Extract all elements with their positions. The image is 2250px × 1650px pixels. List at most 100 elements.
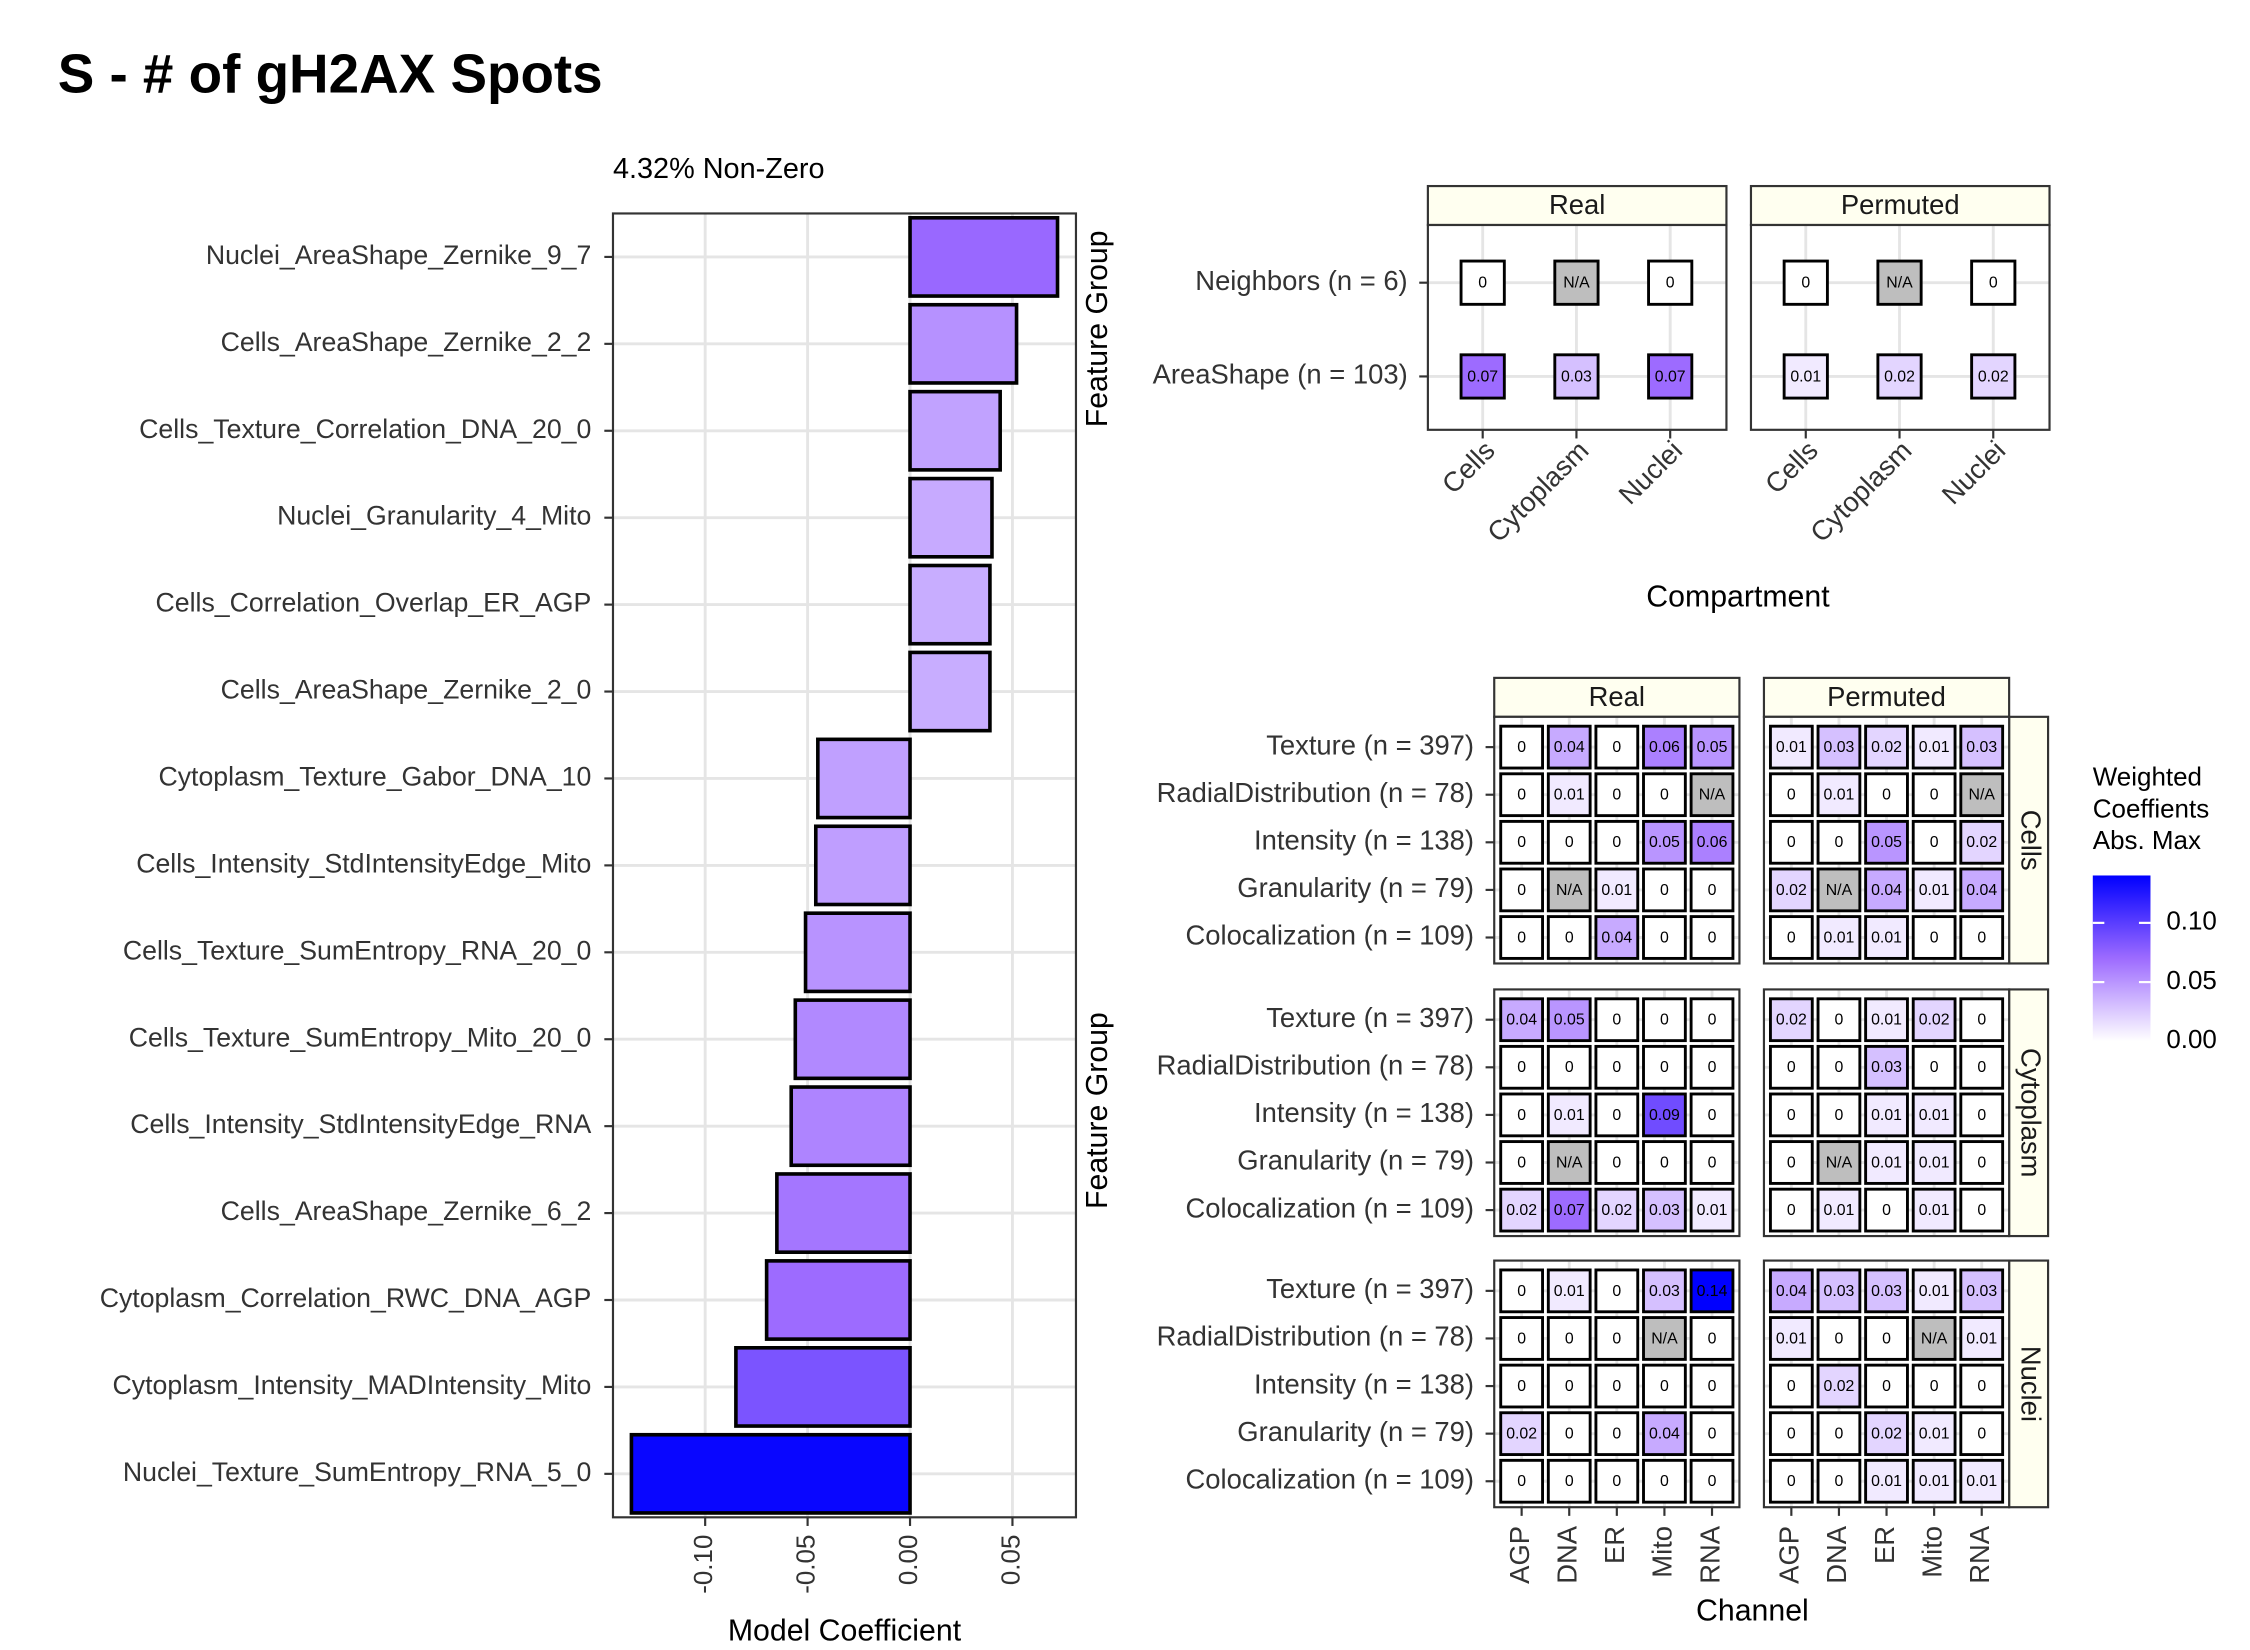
heat-cell	[1553, 259, 1600, 306]
y-tick-label: Cells_AreaShape_Zernike_2_0	[221, 675, 592, 705]
cell-label: 0	[1612, 1059, 1621, 1076]
cell-label: 0	[1517, 1473, 1526, 1490]
cell-label: 0	[1787, 1473, 1796, 1490]
facet-label: Real	[1589, 681, 1645, 712]
heat-cell	[1642, 1044, 1687, 1090]
heat-cell	[1642, 1316, 1687, 1361]
heat-cell	[1816, 1092, 1862, 1138]
y-tick-label: RadialDistribution (n = 78)	[1157, 1321, 1474, 1352]
bar	[775, 1172, 912, 1254]
heat-cell	[1911, 1363, 1957, 1409]
cell-label: N/A	[1556, 882, 1583, 899]
heat-cell	[1768, 1363, 1814, 1409]
legend-title: Abs. Max	[2093, 825, 2201, 855]
heat-cell	[1546, 1092, 1592, 1138]
facet-strip	[2008, 988, 2050, 1238]
y-tick-label: Granularity (n = 79)	[1237, 872, 1474, 903]
bar	[908, 389, 1002, 472]
x-tick-label: RNA	[1694, 1525, 1725, 1584]
cell-label: 0.01	[1871, 1154, 1902, 1171]
heat-cell	[1768, 867, 1814, 913]
x-axis-title: Model Coefficient	[728, 1615, 962, 1648]
cell-label: 0	[1989, 275, 1998, 292]
figure-title: S - # of gH2AX Spots	[58, 42, 603, 104]
cell-label: N/A	[1826, 1154, 1853, 1171]
heat-cell	[1689, 1411, 1735, 1457]
cell-label: N/A	[1886, 275, 1913, 292]
heat-cell	[1459, 353, 1506, 400]
heat-cell	[1911, 819, 1957, 865]
cell-label: 0	[1565, 929, 1574, 946]
heat-cell	[1911, 772, 1957, 818]
heat-cell	[1876, 259, 1923, 306]
heat-cell	[1689, 1092, 1735, 1138]
cell-label: 0	[1612, 834, 1621, 851]
facet-strip	[1493, 676, 1741, 718]
cell-label: 0.03	[1966, 739, 1997, 756]
cell-label: 0.02	[1919, 1012, 1950, 1029]
cell-label: 0	[1612, 1107, 1621, 1124]
cell-label: 0.03	[1561, 368, 1592, 385]
heat-cell	[1959, 819, 2005, 865]
heat-cell	[1864, 1187, 1909, 1233]
heat-cell	[1642, 1187, 1687, 1233]
cell-label: 0	[1660, 882, 1669, 899]
cell-label: 0	[1517, 1059, 1526, 1076]
cell-label: 0	[1708, 1473, 1717, 1490]
cell-label: 0	[1708, 1059, 1717, 1076]
facet-strip	[1749, 184, 2051, 227]
cell-label: 0.03	[1649, 1283, 1680, 1300]
cell-label: 0	[1517, 787, 1526, 804]
y-tick-label: Texture (n = 397)	[1266, 1273, 1474, 1304]
heat-cell	[1594, 1268, 1640, 1314]
x-axis-title: Channel	[1696, 1595, 1809, 1628]
cell-label: 0	[1882, 787, 1891, 804]
cell-label: 0.02	[1978, 368, 2009, 385]
cell-label: 0	[1565, 1426, 1574, 1443]
heat-cell	[1642, 772, 1687, 818]
cell-label: 0	[1977, 1426, 1986, 1443]
cell-label: 0	[1882, 1330, 1891, 1347]
heat-cell	[1546, 1363, 1592, 1409]
cell-label: 0	[1835, 1059, 1844, 1076]
cell-label: 0	[1708, 929, 1717, 946]
cell-label: 0	[1565, 834, 1574, 851]
heat-cell	[1642, 819, 1687, 865]
cell-label: 0.02	[1776, 882, 1807, 899]
cell-label: 0	[1517, 929, 1526, 946]
cell-label: 0.01	[1919, 1426, 1950, 1443]
heat-cell	[1642, 1458, 1687, 1504]
heat-cell	[1594, 1140, 1640, 1185]
panel-border	[1493, 988, 1741, 1238]
heat-cell	[1816, 1268, 1862, 1314]
panel-border	[1762, 988, 2011, 1238]
cell-label: 0	[1787, 1107, 1796, 1124]
cell-label: 0.01	[1554, 787, 1585, 804]
cell-label: 0.06	[1649, 739, 1680, 756]
heat-cell	[1911, 1092, 1957, 1138]
cell-label: 0.03	[1871, 1059, 1902, 1076]
cell-label: 0.02	[1506, 1426, 1537, 1443]
heat-cell	[1642, 867, 1687, 913]
bar	[816, 737, 912, 820]
cell-label: 0.02	[1871, 1426, 1902, 1443]
heat-cell	[1594, 1363, 1640, 1409]
bar	[789, 1085, 912, 1168]
heat-cell	[1647, 353, 1694, 400]
heat-cell	[1642, 1268, 1687, 1314]
y-tick-label: Colocalization (n = 109)	[1186, 1463, 1475, 1494]
cell-label: 0.01	[1871, 1012, 1902, 1029]
heat-cell	[1553, 353, 1600, 400]
cell-label: 0.07	[1554, 1202, 1585, 1219]
colorbar-tick-label: 0.05	[2166, 965, 2217, 995]
cell-label: 0.04	[1506, 1012, 1537, 1029]
cell-label: N/A	[1651, 1330, 1678, 1347]
y-axis-title: Feature Group	[1081, 1012, 1114, 1209]
cell-label: 0	[1612, 1012, 1621, 1029]
y-tick-label: Cells_Intensity_StdIntensityEdge_Mito	[136, 848, 591, 878]
x-tick-label: ER	[1869, 1526, 1900, 1564]
heat-cell	[1499, 724, 1544, 770]
y-tick-label: AreaShape (n = 103)	[1153, 359, 1408, 390]
cell-label: 0	[1517, 1154, 1526, 1171]
